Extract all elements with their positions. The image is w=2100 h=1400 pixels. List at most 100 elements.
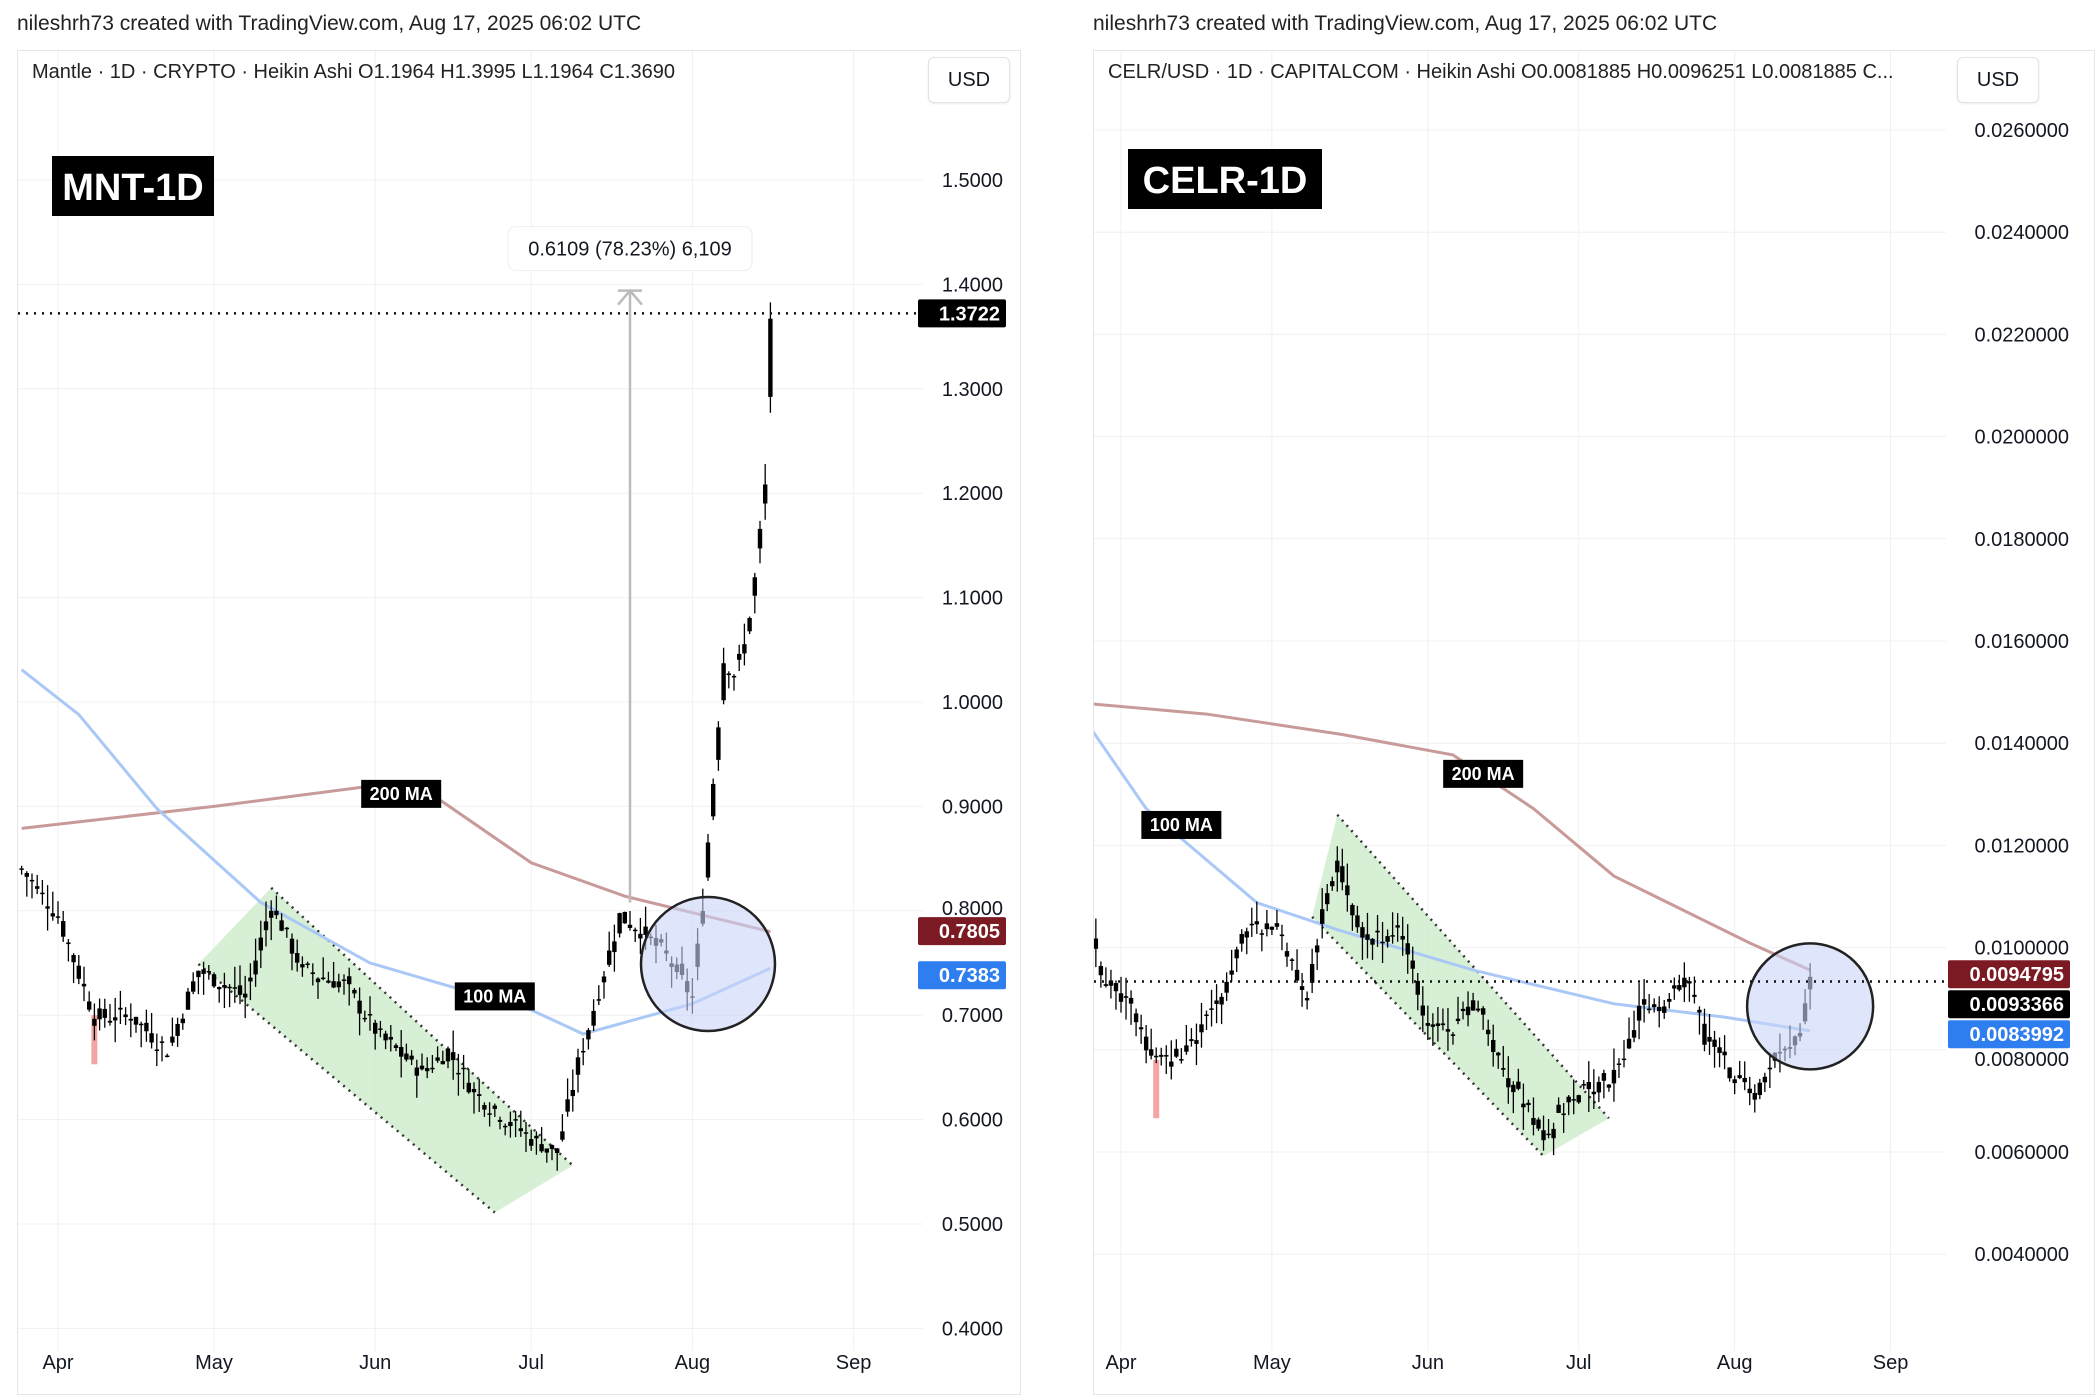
- candle-body: [1717, 1047, 1722, 1053]
- candle-body: [1546, 1133, 1551, 1136]
- candle-body: [1767, 1067, 1773, 1070]
- candle-body: [1330, 881, 1335, 887]
- candle-body: [1184, 1045, 1189, 1052]
- candle-body: [393, 1045, 399, 1048]
- candle-body: [757, 528, 763, 549]
- y-tick-label: 0.6000: [942, 1110, 1003, 1132]
- candle-body: [1707, 1036, 1712, 1042]
- candle-body: [591, 1010, 596, 1026]
- candle-body: [139, 1023, 144, 1026]
- candle-body: [107, 1020, 113, 1023]
- candle-body: [61, 921, 66, 937]
- candle-body: [534, 1135, 539, 1139]
- candle-body: [1581, 1084, 1586, 1086]
- candle-body: [1440, 1023, 1446, 1026]
- candle-body: [326, 980, 331, 983]
- last-price-tag-box: [918, 299, 1006, 328]
- currency-button[interactable]: USD: [928, 57, 1010, 103]
- candle-body: [737, 653, 742, 660]
- y-tick-label: 0.0060000: [1974, 1142, 2069, 1164]
- candle-body: [1400, 936, 1405, 940]
- channel-upper-line: [1336, 813, 1610, 1120]
- x-tick-label: Jul: [518, 1352, 544, 1374]
- celr-chart[interactable]: 0.0260000 0.0240000 0.0220000 0.0200000 0.01…: [1094, 51, 2094, 1394]
- candle-body: [601, 976, 607, 983]
- candle-body: [1621, 1058, 1627, 1061]
- y-tick-label: 1.1000: [942, 588, 1003, 610]
- candle-body: [133, 1016, 139, 1025]
- y-tick-label: 0.5000: [942, 1214, 1003, 1236]
- candle-body: [336, 981, 341, 988]
- x-tick-label: Aug: [675, 1352, 711, 1374]
- candle-body: [1133, 1013, 1139, 1023]
- candle-body: [466, 1082, 471, 1093]
- candle-body: [1475, 1008, 1481, 1011]
- credit-left: nileshrh73 created with TradingView.com,…: [17, 12, 642, 35]
- currency-button[interactable]: USD: [1957, 57, 2039, 103]
- candle-body: [1722, 1051, 1727, 1056]
- highlight-circle: [639, 895, 777, 1033]
- candle-body: [487, 1113, 492, 1115]
- candle-body: [113, 1017, 118, 1021]
- candle-body: [529, 1139, 534, 1146]
- mnt-chart[interactable]: 1.5000 1.4000 1.3000 1.2000 1.1000 1.0000 0.90…: [18, 51, 1020, 1394]
- last-price-tag: 0.0093366: [1969, 994, 2064, 1016]
- candle-body: [492, 1105, 497, 1109]
- candle-body: [159, 1041, 165, 1043]
- ma100-price-tag: 0.7383: [939, 965, 1000, 987]
- candle-body: [508, 1121, 513, 1127]
- candle-body: [1526, 1102, 1531, 1106]
- candle-body: [1204, 1014, 1209, 1017]
- y-tick-label: 1.3000: [942, 379, 1003, 401]
- x-tick-label: Jul: [1566, 1352, 1592, 1374]
- candle-body: [430, 1067, 435, 1070]
- candle-body: [1445, 1029, 1451, 1032]
- candle-body: [175, 1024, 180, 1036]
- candle-body: [705, 842, 711, 878]
- candle-body: [461, 1067, 466, 1070]
- candle-body: [1098, 966, 1104, 976]
- candle-body: [310, 972, 315, 974]
- candle-body: [1516, 1081, 1521, 1089]
- symbol-legend: Mantle · 1D · CRYPTO · Heikin Ashi O1.19…: [32, 61, 675, 83]
- candle-body: [211, 974, 217, 987]
- candle-body: [1586, 1082, 1591, 1090]
- candle-body: [1355, 915, 1360, 928]
- candle-body: [638, 933, 643, 939]
- candle-body: [1536, 1119, 1541, 1129]
- candle-body: [1380, 941, 1385, 944]
- candle-body: [1747, 1088, 1752, 1094]
- candle-body: [544, 1148, 549, 1153]
- candle-body: [1143, 1036, 1149, 1051]
- y-tick-label: 0.0100000: [1974, 938, 2069, 960]
- candle-body: [513, 1119, 518, 1121]
- candle-body: [378, 1028, 383, 1030]
- candle-body: [1179, 1059, 1184, 1061]
- candle-body: [1189, 1039, 1194, 1042]
- candle-body: [1465, 1006, 1471, 1016]
- candle-body: [45, 906, 50, 909]
- candle-body: [1375, 930, 1380, 933]
- y-tick-label: 0.9000: [942, 796, 1003, 818]
- candle-body: [128, 1018, 133, 1021]
- candle-body: [1314, 945, 1320, 953]
- candle-body: [575, 1057, 581, 1075]
- candle-body: [451, 1052, 456, 1061]
- highlight-circle: [1745, 942, 1875, 1071]
- candle-body: [383, 1033, 388, 1041]
- candle-body: [643, 926, 648, 935]
- candle-body: [586, 1030, 591, 1040]
- candle-body: [35, 886, 40, 889]
- candle-body: [76, 965, 81, 979]
- ma100-label: 100 MA: [1150, 815, 1213, 835]
- y-tick-label: 0.0160000: [1974, 631, 2069, 653]
- candle-body: [1757, 1082, 1763, 1096]
- candle-body: [1279, 934, 1285, 937]
- candle-body: [1304, 998, 1310, 1001]
- candle-body: [1651, 1004, 1657, 1008]
- candle-body: [1480, 1008, 1486, 1015]
- red-candle: [1153, 1060, 1160, 1119]
- chart-panel-celr: 0.0260000 0.0240000 0.0220000 0.0200000 0.01…: [1093, 50, 2095, 1395]
- candle-body: [1611, 1069, 1617, 1084]
- candle-body: [1219, 996, 1224, 1005]
